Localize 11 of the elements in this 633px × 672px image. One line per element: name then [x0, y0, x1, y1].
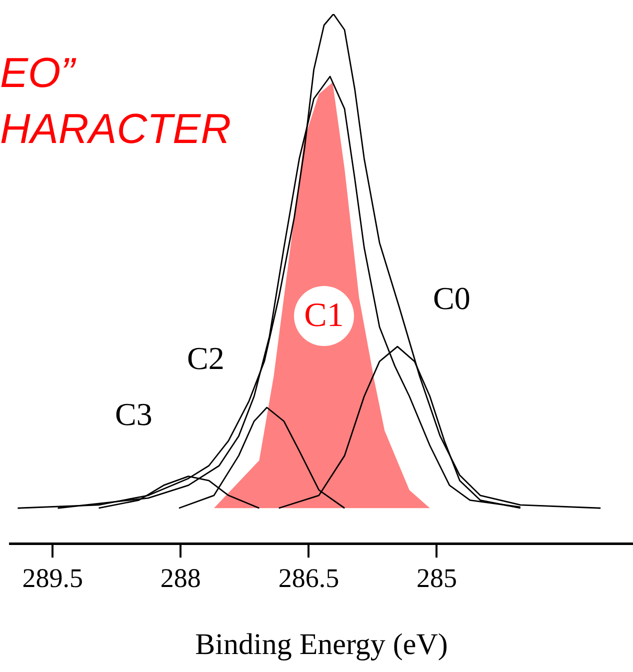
- annotation: C3: [115, 396, 152, 432]
- annotation: EO”: [0, 49, 75, 96]
- annotation: C1: [294, 286, 354, 346]
- annotation: HARACTER: [0, 105, 232, 152]
- annotation: C2: [187, 340, 224, 376]
- x-tick-label: 285: [416, 562, 457, 593]
- x-axis-title: Binding Energy (eV): [195, 628, 448, 661]
- x-tick-label: 286.5: [278, 562, 340, 593]
- x-tick-label: 289.5: [22, 562, 84, 593]
- x-tick-label: 288: [160, 562, 201, 593]
- annotation: C0: [433, 280, 470, 316]
